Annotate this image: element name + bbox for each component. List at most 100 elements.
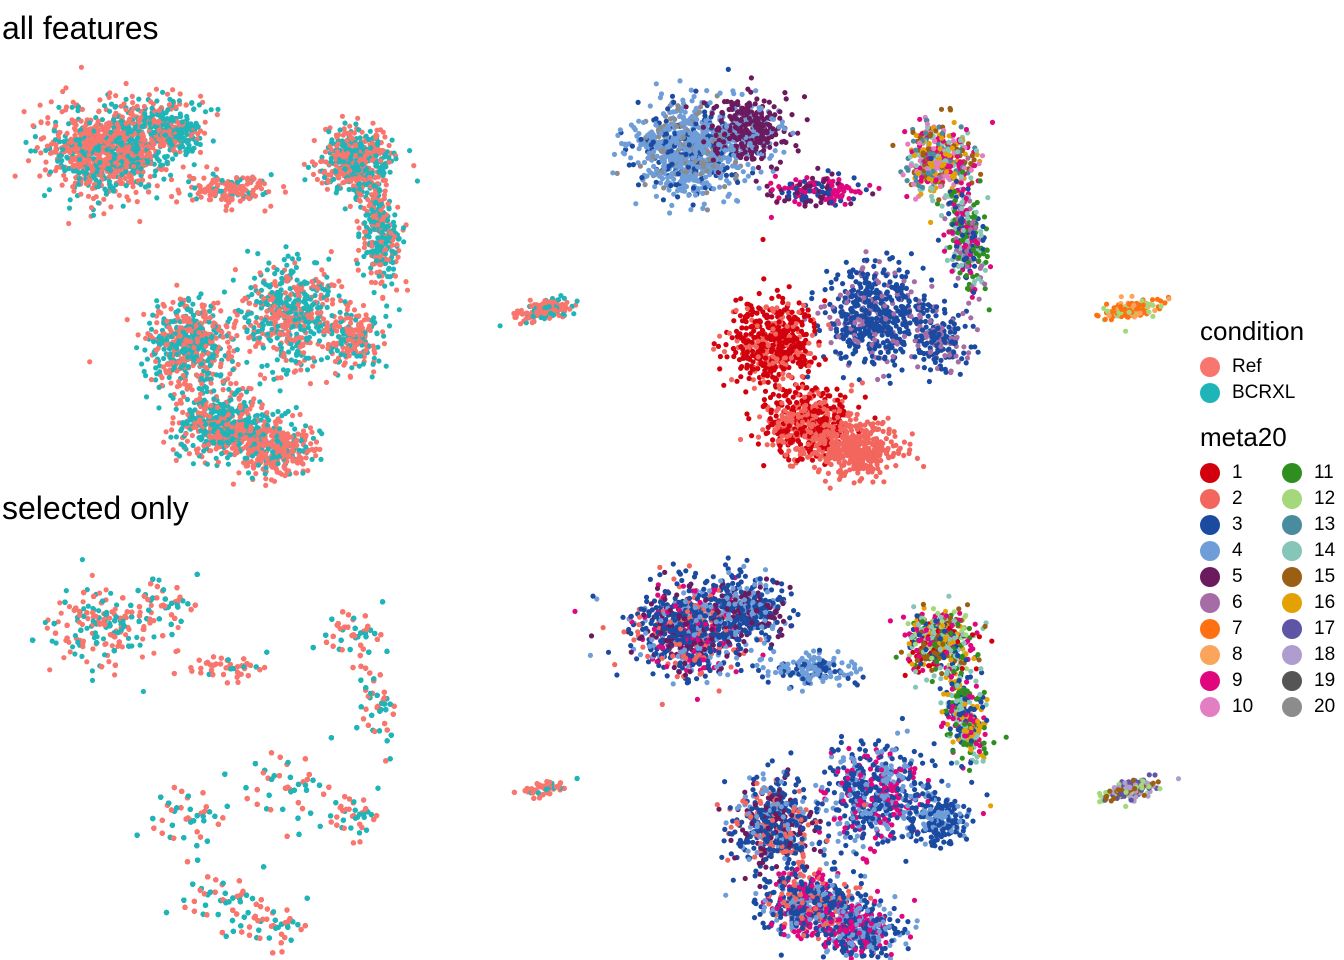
cell-point [146,92,152,98]
cell-point [326,256,332,262]
cell-point [300,470,306,476]
cell-point [257,335,263,341]
cell-point [203,343,209,349]
cell-point [270,315,276,321]
cell-point [175,187,181,193]
cell-point [400,225,407,231]
cell-point [386,159,392,165]
cell-point [324,297,330,303]
cell-point [198,391,204,397]
cell-point [653,193,660,199]
cell-point [368,218,374,224]
cell-point [187,124,193,130]
cell-point [203,403,209,409]
cell-point [60,146,66,152]
cell-point [367,128,373,134]
cell-point [353,161,359,167]
cell-point [207,362,213,369]
cell-point [181,394,187,400]
cell-point [304,367,311,373]
cell-point [162,132,169,138]
cell-point [246,440,252,446]
cell-point [281,184,287,190]
cell-point [120,125,126,131]
cell-point [353,121,359,127]
cell-point [251,441,258,447]
cell-point [173,457,179,463]
cell-point [191,356,197,362]
cell-point [204,376,210,382]
cell-point [324,186,330,192]
cell-point [292,426,298,432]
cell-point [38,150,44,156]
cell-point [198,194,204,200]
cell-point [141,103,147,110]
cell-point [196,102,202,108]
cell-point [208,403,214,409]
cell-point [249,190,256,196]
cell-point [186,451,192,457]
cell-point [252,284,258,290]
cell-point [98,171,104,178]
cell-point [298,281,304,287]
cell-point [264,362,270,368]
cell-point [156,384,162,390]
cell-point [358,140,364,146]
cell-point [700,205,706,211]
cell-point [342,299,348,305]
cell-point [758,169,764,175]
cell-point [355,115,361,121]
cell-point [403,279,409,285]
cell-point [318,357,324,363]
cell-point [270,411,276,417]
cell-point [326,341,332,347]
cell-point [119,142,125,148]
cell-point [47,150,54,156]
cell-point [390,219,397,225]
cell-point [366,174,373,180]
cell-point [320,316,327,322]
cell-point [247,300,253,306]
cell-point [170,87,176,93]
cell-point [230,408,236,414]
cell-point [236,395,242,401]
cell-point [377,188,383,194]
cell-point [245,319,251,325]
cell-point [163,429,169,435]
cell-point [380,147,386,154]
cell-point [67,150,73,156]
cell-point [154,298,160,304]
cell-point [78,118,84,124]
cell-point [257,372,264,378]
cell-point [85,193,92,199]
cell-point [387,169,393,175]
cell-point [571,311,577,317]
cell-point [169,156,176,162]
cell-point [211,396,217,402]
cell-point [378,262,384,268]
cell-point [277,281,283,287]
cell-point [411,163,417,169]
cell-point [207,414,213,420]
cell-point [339,284,345,290]
cell-point [564,299,570,305]
cell-point [356,197,362,203]
cell-point [285,275,291,281]
cell-point [218,188,224,194]
cell-point [374,163,380,169]
cell-point [185,149,191,155]
cell-point [226,386,232,392]
cell-point [186,297,192,303]
cell-point [379,279,385,285]
cell-point [386,323,393,329]
cell-point [285,435,291,441]
cell-point [129,93,135,99]
cell-point [190,461,196,467]
cell-point [214,349,220,355]
cell-point [174,351,180,357]
cell-point [70,168,77,174]
cell-point [196,330,202,336]
cell-point [369,157,375,163]
cell-point [201,308,207,314]
cell-point [127,116,133,122]
